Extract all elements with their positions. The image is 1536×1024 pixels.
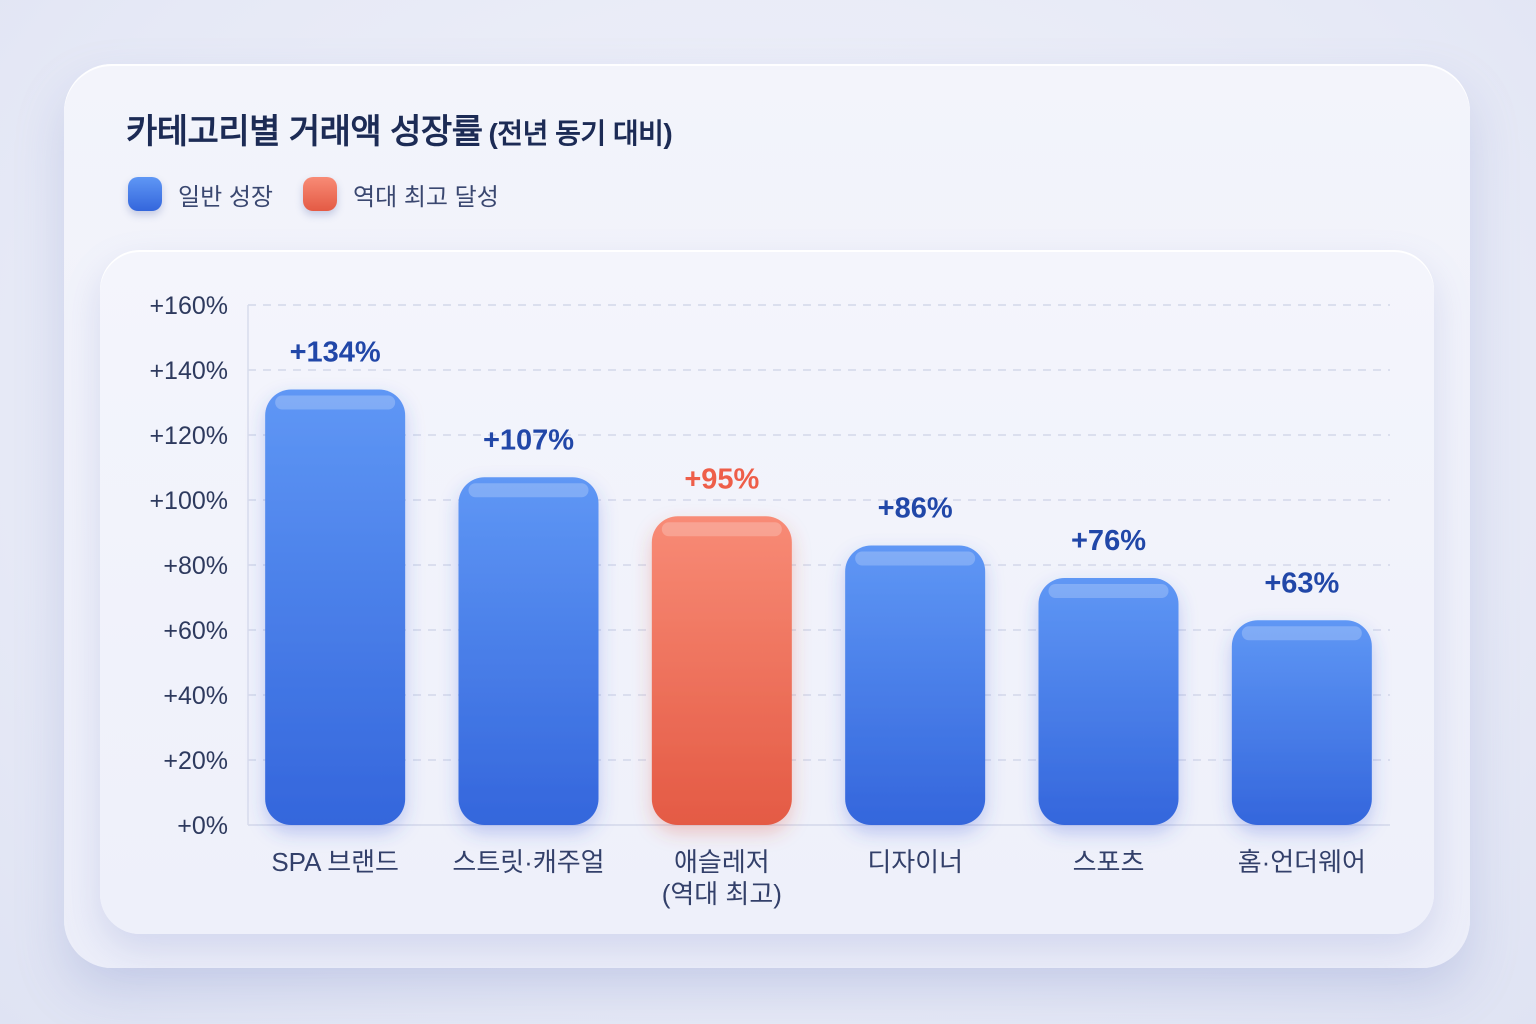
y-axis: +0% +20% +40% +60% +80% +100% +120% +140% +160% <box>149 292 228 840</box>
legend-swatch-record <box>303 177 337 211</box>
bar <box>651 516 792 825</box>
legend: 일반 성장 역대 최고 달성 <box>128 174 529 214</box>
y-tick-label: +80% <box>163 552 228 580</box>
chart-title-main: 카테고리별 거래액 성장률 <box>126 113 483 151</box>
x-category-label: (역대 최고) <box>662 879 782 909</box>
legend-label-record: 역대 최고 달성 <box>353 183 499 211</box>
y-tick-label: +40% <box>163 682 228 710</box>
y-tick-label: +20% <box>163 747 228 775</box>
bar-highlight <box>1048 584 1169 598</box>
x-category-label: 애슬레저 <box>674 847 770 877</box>
x-category-label: 스트릿·캐주얼 <box>452 847 604 877</box>
bar-highlight <box>855 551 976 566</box>
y-tick-label: +140% <box>149 357 228 385</box>
bar-value-label: +95% <box>684 463 759 495</box>
bar-value-label: +134% <box>290 337 381 369</box>
bars <box>265 389 1372 825</box>
chart-title: 카테고리별 거래액 성장률 (전년 동기 대비) <box>126 104 673 153</box>
legend-item-normal: 일반 성장 <box>128 177 273 212</box>
x-category-label: SPA 브랜드 <box>271 847 399 877</box>
bar <box>845 545 986 825</box>
bar <box>1231 620 1372 825</box>
bar <box>1038 578 1179 825</box>
bar-value-label: +86% <box>878 493 953 525</box>
bar-value-label: +63% <box>1264 567 1339 599</box>
x-category-label: 스포츠 <box>1073 847 1145 877</box>
legend-label-normal: 일반 성장 <box>178 183 273 211</box>
y-tick-label: +120% <box>149 422 228 450</box>
bar-highlight <box>468 483 589 498</box>
bar <box>265 389 406 825</box>
y-tick-label: +60% <box>163 617 228 645</box>
legend-swatch-normal <box>128 177 162 211</box>
bar-value-label: +107% <box>483 424 574 456</box>
bar <box>458 477 599 825</box>
bar-highlight <box>1241 626 1362 641</box>
value-labels: +134% +107% +95% +86% +76% +63% <box>290 337 1340 600</box>
bar-value-label: +76% <box>1071 525 1146 557</box>
bar-highlight <box>661 522 782 537</box>
x-axis: SPA 브랜드 스트릿·캐주얼 애슬레저(역대 최고) 디자이너 스포츠 홈·언더웨어 <box>271 847 1366 909</box>
x-category-label: 디자이너 <box>867 847 963 877</box>
legend-item-record: 역대 최고 달성 <box>303 177 499 212</box>
y-tick-label: +160% <box>149 292 228 320</box>
y-tick-label: +100% <box>149 487 228 515</box>
y-tick-label: +0% <box>177 812 228 840</box>
x-category-label: 홈·언더웨어 <box>1238 847 1366 877</box>
chart-subtitle: (전년 동기 대비) <box>488 118 673 149</box>
gridlines <box>247 304 1390 826</box>
bar-highlight <box>275 395 396 410</box>
